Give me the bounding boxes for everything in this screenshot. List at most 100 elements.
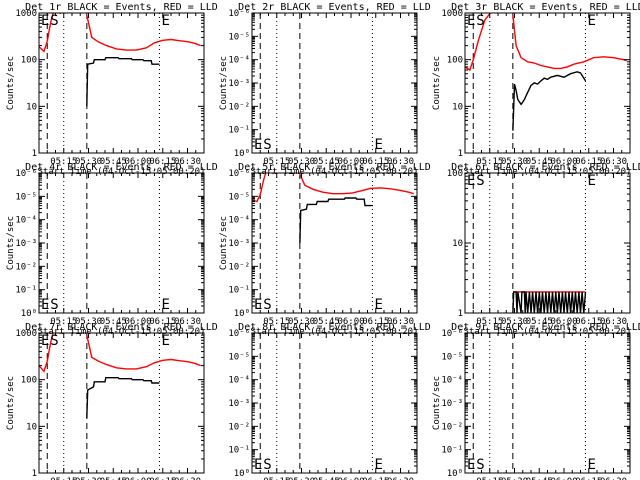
- y-tick-label: 10: [26, 422, 37, 432]
- y-tick-label: 1: [32, 469, 37, 479]
- start-edge-label: E: [467, 457, 475, 473]
- x-tick-label: 05:30: [501, 317, 528, 327]
- y-tick-label: 10⁻⁵: [228, 32, 250, 42]
- start-label: S: [50, 13, 58, 29]
- y-tick-label: 10⁻⁴: [228, 56, 250, 66]
- lld-series-line: [299, 173, 414, 195]
- end-label: E: [374, 137, 382, 153]
- start-edge-label: E: [41, 297, 49, 313]
- panel-title: Det 7r BLACK = Events, RED = LLD: [25, 322, 218, 333]
- y-tick-label: 100: [21, 376, 37, 386]
- panel-title: Det 4r BLACK = Events, RED = LLD: [25, 162, 218, 173]
- x-tick-label: 06:15: [362, 157, 389, 167]
- x-tick-label: 05:15: [50, 157, 77, 167]
- lld-series-line: [465, 13, 492, 72]
- x-tick-label: 05:15: [263, 317, 290, 327]
- panel-title: Det 8r BLACK = Events, RED = LLD: [238, 322, 431, 333]
- panel-title: Det 1r BLACK = Events, RED = LLD: [25, 2, 218, 13]
- y-tick-label: 10⁻⁴: [228, 216, 250, 226]
- y-tick-label: 10⁻²: [228, 262, 250, 272]
- start-label: S: [476, 173, 484, 189]
- end-label: E: [161, 297, 169, 313]
- x-tick-label: 06:15: [149, 157, 176, 167]
- y-axis-label: Counts/sec: [219, 56, 229, 110]
- start-edge-label: E: [254, 297, 262, 313]
- x-tick-label: 05:45: [100, 317, 127, 327]
- x-tick-label: 06:15: [575, 477, 602, 480]
- start-label: S: [50, 297, 58, 313]
- x-tick-label: 06:00: [124, 157, 151, 167]
- y-tick-label: 10⁰: [447, 469, 463, 479]
- start-edge-label: E: [254, 137, 262, 153]
- x-tick-label: 05:15: [50, 317, 77, 327]
- y-tick-label: 10⁻³: [228, 399, 250, 409]
- y-tick-label: 10: [452, 239, 463, 249]
- events-series-line: [86, 57, 160, 107]
- y-tick-label: 10⁻⁵: [228, 192, 250, 202]
- panel-title: Det 6r BLACK = Events, RED = LLD: [451, 162, 640, 173]
- y-tick-label: 10⁰: [234, 469, 250, 479]
- x-tick-label: 06:30: [387, 157, 414, 167]
- start-label: S: [476, 13, 484, 29]
- y-tick-label: 10⁻¹: [15, 286, 37, 296]
- start-label: S: [263, 137, 271, 153]
- x-tick-label: 05:30: [288, 157, 315, 167]
- events-series-line: [299, 197, 373, 244]
- y-tick-label: 100: [21, 56, 37, 66]
- lld-series-line: [86, 334, 201, 370]
- x-tick-label: 05:45: [100, 157, 127, 167]
- x-tick-label: 05:30: [501, 477, 528, 480]
- y-tick-label: 1000: [15, 329, 37, 339]
- x-tick-label: 05:45: [313, 477, 340, 480]
- x-tick-label: 06:30: [387, 317, 414, 327]
- start-label: S: [476, 457, 484, 473]
- x-tick-label: 05:30: [501, 157, 528, 167]
- x-tick-label: 06:00: [337, 477, 364, 480]
- events-series-line: [512, 291, 587, 313]
- y-tick-label: 10⁻²: [228, 102, 250, 112]
- y-tick-label: 10⁻⁶: [228, 169, 250, 179]
- events-series-line: [512, 71, 587, 131]
- x-tick-label: 06:00: [337, 317, 364, 327]
- x-tick-label: 06:15: [149, 477, 176, 480]
- x-tick-label: 05:45: [313, 157, 340, 167]
- start-edge-label: E: [41, 333, 49, 349]
- start-label: S: [50, 333, 58, 349]
- x-tick-label: 05:45: [526, 317, 553, 327]
- x-tick-label: 06:15: [362, 317, 389, 327]
- y-tick-label: 10⁻¹: [228, 286, 250, 296]
- panel-title: Det 5r BLACK = Events, RED = LLD: [238, 162, 431, 173]
- start-label: S: [263, 297, 271, 313]
- x-tick-label: 05:30: [75, 317, 102, 327]
- y-tick-label: 1000: [15, 9, 37, 19]
- x-axis-label: Start Time (04-Oct-15 05:00:20): [464, 167, 632, 177]
- y-tick-label: 10⁰: [234, 149, 250, 159]
- x-tick-label: 05:30: [288, 317, 315, 327]
- y-tick-label: 10⁻⁴: [228, 376, 250, 386]
- lld-series-line: [86, 14, 201, 51]
- x-tick-label: 05:30: [75, 157, 102, 167]
- y-tick-label: 10⁻³: [228, 79, 250, 89]
- x-tick-label: 05:45: [313, 317, 340, 327]
- y-tick-label: 10⁻⁴: [15, 216, 37, 226]
- y-tick-label: 10: [26, 102, 37, 112]
- y-axis-label: Counts/sec: [432, 56, 442, 110]
- x-axis-label: Start Time (04-Oct-15 05:00:20): [251, 327, 419, 337]
- x-tick-label: 06:00: [550, 317, 577, 327]
- x-tick-label: 06:00: [550, 477, 577, 480]
- y-tick-label: 10⁻⁶: [15, 169, 37, 179]
- x-tick-label: 06:00: [337, 157, 364, 167]
- panel-title: Det 3r BLACK = Events, RED = LLD: [451, 2, 640, 13]
- y-tick-label: 10⁻²: [15, 262, 37, 272]
- y-tick-label: 10⁻¹: [228, 446, 250, 456]
- y-tick-label: 10⁻³: [15, 239, 37, 249]
- y-tick-label: 1: [458, 149, 463, 159]
- y-tick-label: 10⁻¹: [228, 126, 250, 136]
- x-tick-label: 06:15: [362, 477, 389, 480]
